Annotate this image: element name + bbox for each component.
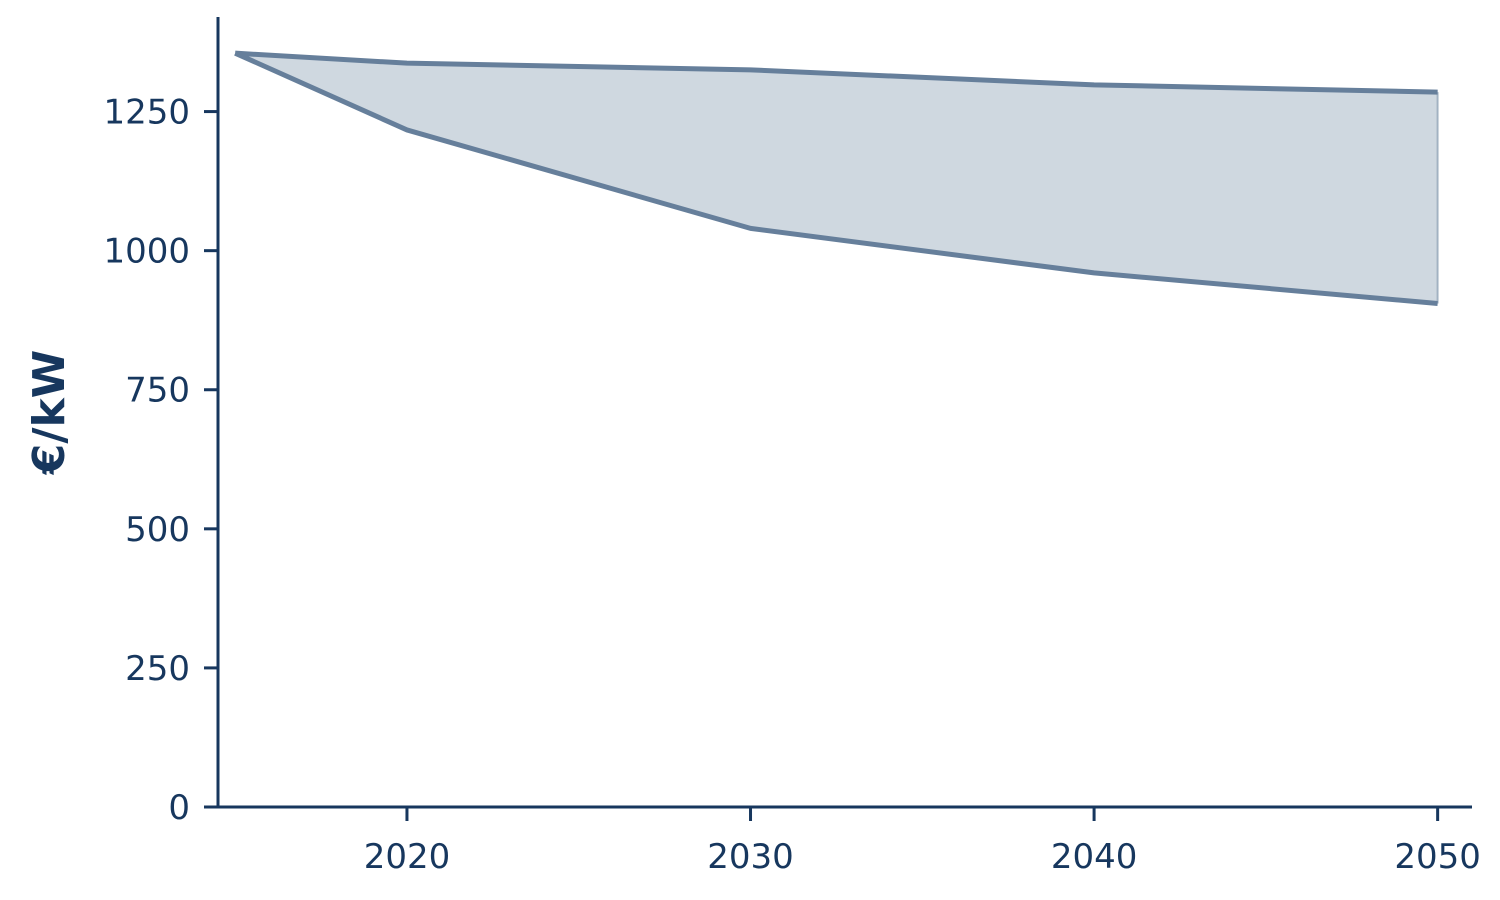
lower-line	[234, 50, 1438, 307]
y-tick-label: 0	[168, 788, 190, 828]
x-tick-label: 2020	[364, 837, 451, 877]
axes: 0 250 500 750 1000 1250 2020 2030 2040 2050	[103, 17, 1481, 877]
x-tick-label: 2050	[1394, 837, 1481, 877]
y-tick-label: 750	[125, 371, 190, 411]
x-tick-label: 2030	[707, 837, 794, 877]
x-tick-label: 2040	[1051, 837, 1138, 877]
plot-area	[234, 50, 1439, 307]
range-band	[235, 53, 1438, 304]
y-axis-title: €/kW	[24, 350, 75, 475]
y-tick-label: 250	[125, 649, 190, 689]
y-tick-label: 1000	[103, 232, 190, 272]
y-tick-label: 1250	[103, 93, 190, 133]
y-tick-label: 500	[125, 510, 190, 550]
upper-line	[235, 50, 1438, 95]
